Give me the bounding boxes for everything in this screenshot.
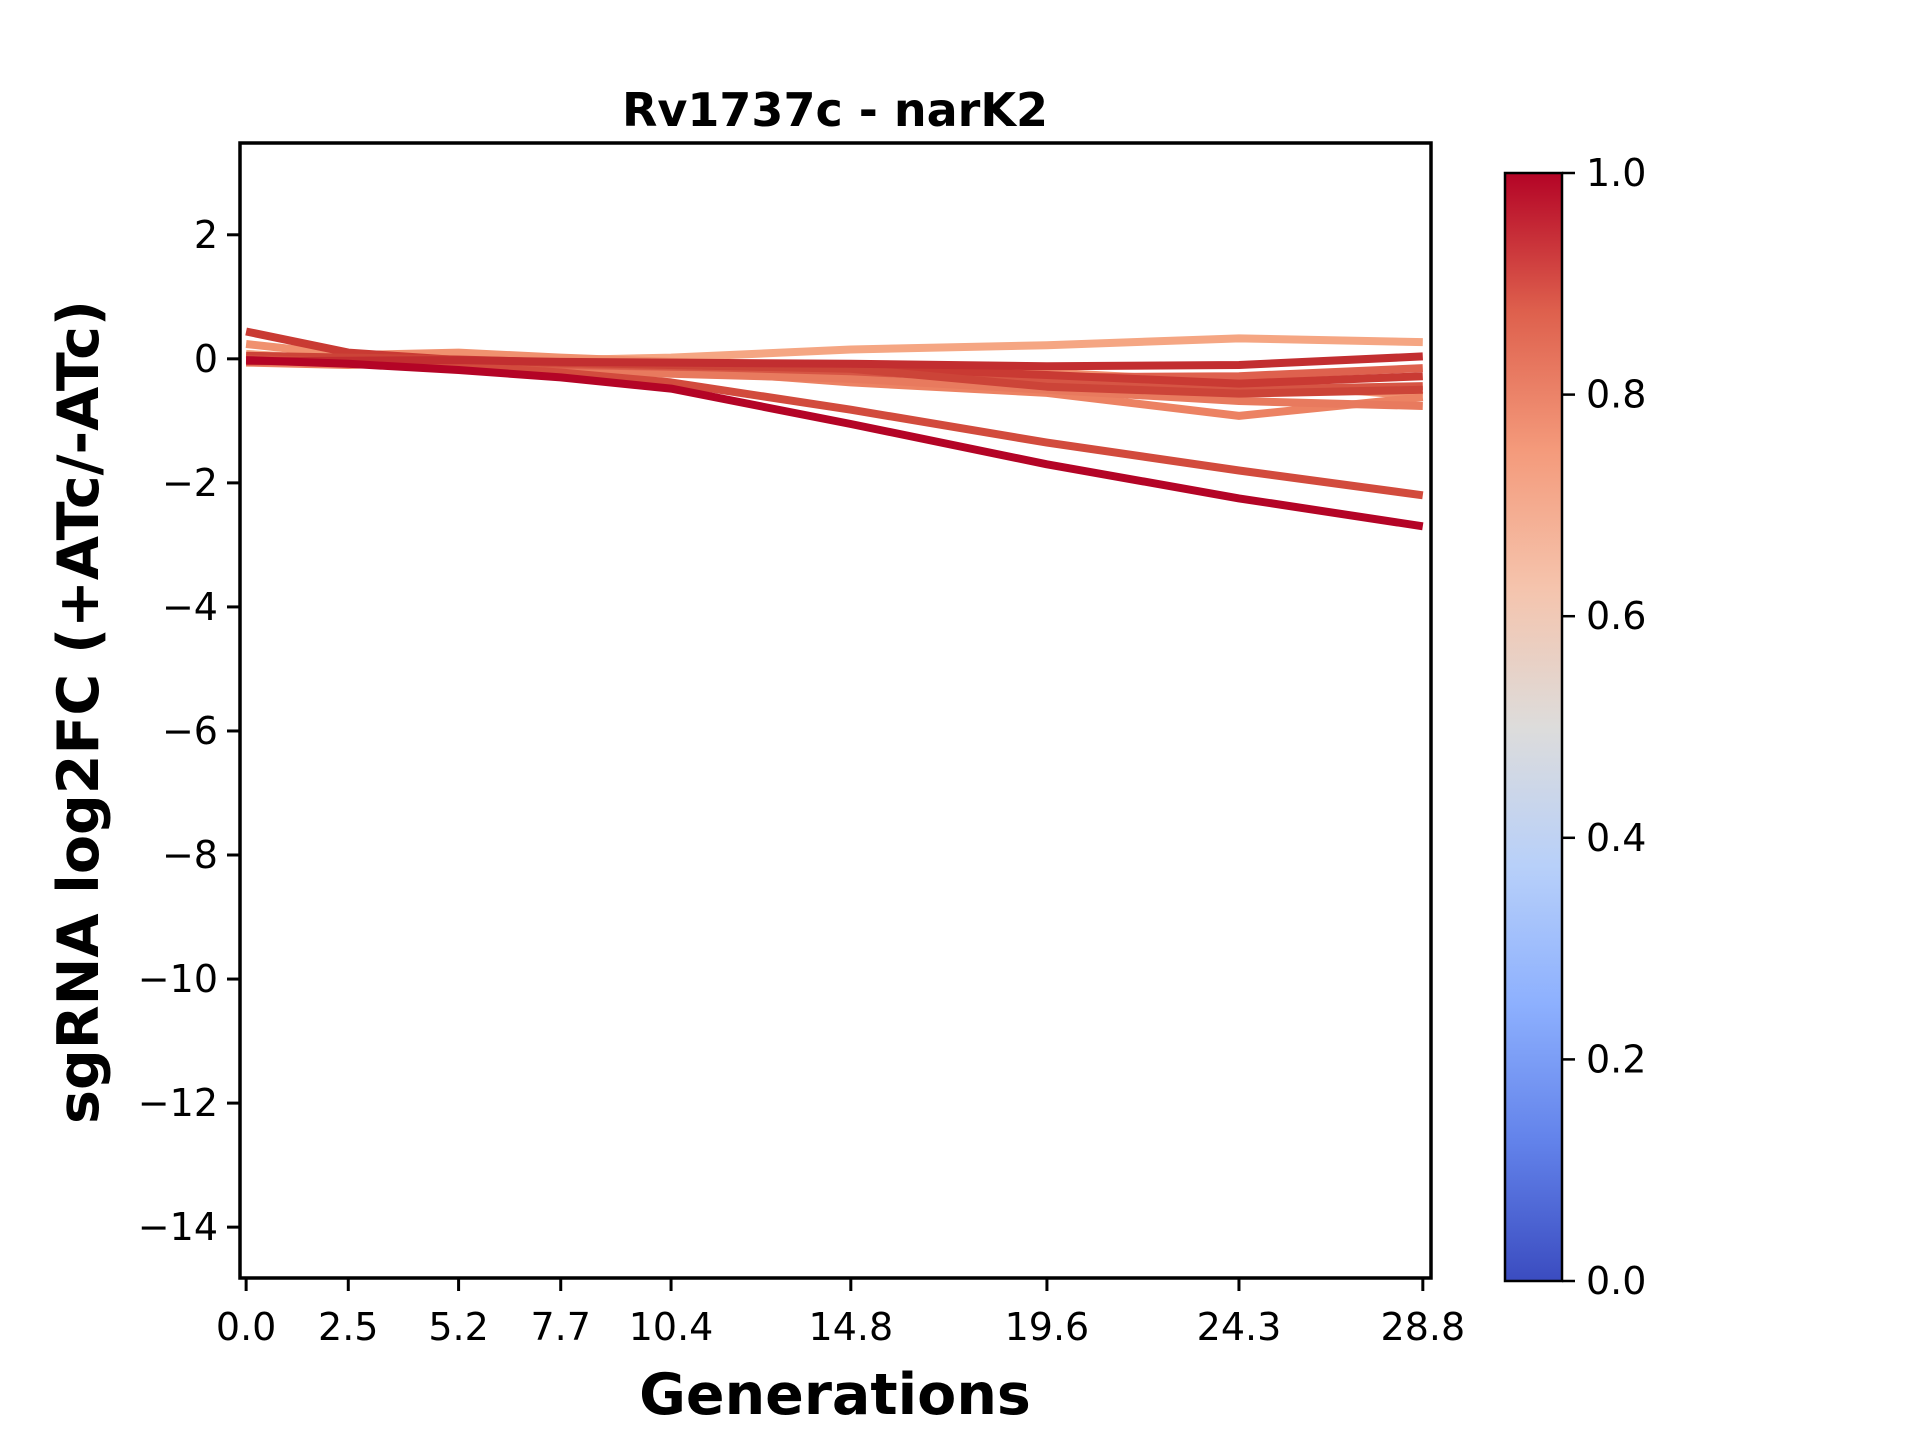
colorbar-tick-label: 0.6 xyxy=(1586,594,1646,638)
x-tick-label: 7.7 xyxy=(531,1305,591,1349)
y-tick-label: −2 xyxy=(162,461,218,505)
colorbar-tick-label: 0.0 xyxy=(1586,1259,1646,1303)
y-axis-label: sgRNA log2FC (+ATc/-ATc) xyxy=(46,300,112,1124)
x-axis-label: Generations xyxy=(639,1362,1031,1428)
colorbar-tick-label: 0.8 xyxy=(1586,373,1646,417)
y-tick-label: −6 xyxy=(162,709,218,753)
y-tick-label: −10 xyxy=(138,957,218,1001)
y-tick-label: −14 xyxy=(138,1205,218,1249)
colorbar-tick-label: 0.2 xyxy=(1586,1037,1646,1081)
sgrna-line-10 xyxy=(246,352,1423,371)
colorbar-tick-label: 1.0 xyxy=(1586,151,1646,195)
plot-axes: 0.0 2.5 5.2 7.7 10.4 14.8 19.6 24.3 28.8 2 0 −2 −4 −6… xyxy=(138,141,1466,1349)
plot-border xyxy=(238,141,1433,1280)
y-tick-label: −4 xyxy=(162,585,218,629)
colorbar-tick-label: 0.4 xyxy=(1586,816,1646,860)
x-tick-label: 24.3 xyxy=(1197,1305,1282,1349)
plot-lines xyxy=(245,327,1424,531)
sgrna-line-11 xyxy=(245,356,1424,531)
x-tick-label: 2.5 xyxy=(318,1305,378,1349)
y-tick-label: −12 xyxy=(138,1081,218,1125)
y-tick-label: 0 xyxy=(194,337,218,381)
colorbar-bar xyxy=(1503,171,1564,1283)
x-tick-label: 5.2 xyxy=(428,1305,488,1349)
x-tick-label: 10.4 xyxy=(629,1305,714,1349)
y-tick-label: −8 xyxy=(162,833,218,877)
x-tick-label: 19.6 xyxy=(1005,1305,1090,1349)
colorbar: 1.0 0.8 0.6 0.4 0.2 0.0 xyxy=(1503,151,1646,1303)
y-tick-label: 2 xyxy=(194,213,218,257)
x-tick-label: 14.8 xyxy=(809,1305,894,1349)
x-tick-label: 0.0 xyxy=(216,1305,276,1349)
chart-title: Rv1737c - narK2 xyxy=(622,83,1048,137)
x-tick-label: 28.8 xyxy=(1381,1305,1466,1349)
